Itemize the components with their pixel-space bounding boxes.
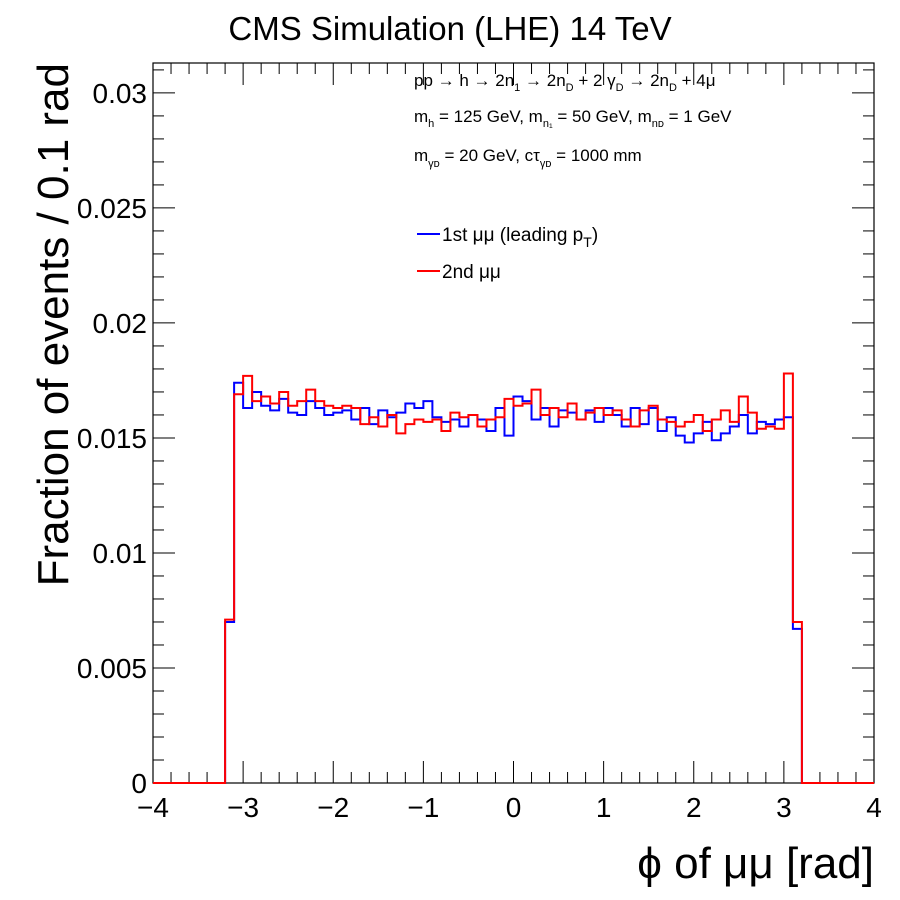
y-tick-label: 0 xyxy=(131,768,147,799)
legend-label-1st: 1st μμ (leading pT) xyxy=(442,225,598,250)
series-2nd-mumu-line xyxy=(153,372,874,784)
y-tick-label: 0.03 xyxy=(93,78,148,109)
legend-label-2nd: 2nd μμ xyxy=(442,262,501,283)
y-tick-label: 0.015 xyxy=(77,423,147,454)
series-layer xyxy=(153,372,874,784)
y-tick-label: 0.01 xyxy=(93,538,148,569)
x-axis-title: ϕ of μμ [rad] xyxy=(637,839,874,888)
y-tick-label: 0.005 xyxy=(77,653,147,684)
annotation-dark-photon: mγᴅ = 20 GeV, cτγᴅ = 1000 mm xyxy=(414,146,642,170)
annotation-masses: mh = 125 GeV, mn₁ = 50 GeV, mnᴅ = 1 GeV xyxy=(414,107,732,130)
legend: 1st μμ (leading pT) 2nd μμ xyxy=(417,225,598,283)
y-axis-title: Fraction of events / 0.1 rad xyxy=(29,63,78,586)
x-tick-label: −4 xyxy=(137,792,169,823)
x-tick-label: 1 xyxy=(596,792,612,823)
axis-tick-labels: −4 −3 −2 −1 0 1 2 3 4 0 0.005 0.01 0.015 0.02 0.025 0.0… xyxy=(77,78,882,823)
x-tick-label: 4 xyxy=(866,792,882,823)
x-tick-label: −2 xyxy=(317,792,349,823)
chart-title: CMS Simulation (LHE) 14 TeV xyxy=(228,10,672,47)
series-1st-mumu-line xyxy=(153,381,874,784)
x-tick-label: −1 xyxy=(407,792,439,823)
x-tick-label: −3 xyxy=(227,792,259,823)
y-tick-label: 0.025 xyxy=(77,193,147,224)
x-tick-label: 3 xyxy=(776,792,792,823)
y-tick-label: 0.02 xyxy=(93,308,148,339)
annotation-decay-chain: pp → h → 2n1 → 2nD + 2 γD → 2nD + 4μ xyxy=(414,71,716,94)
x-tick-label: 0 xyxy=(506,792,522,823)
x-tick-label: 2 xyxy=(686,792,702,823)
